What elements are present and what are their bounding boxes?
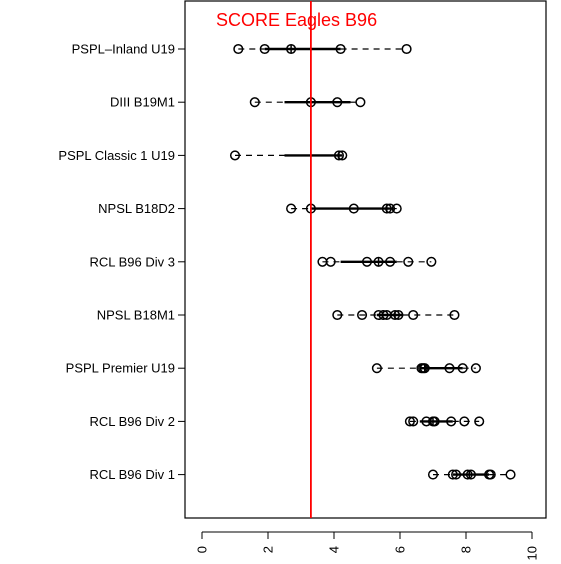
data-point [429,416,440,427]
data-point [357,309,368,321]
data-point [404,416,415,427]
data-point [485,469,496,480]
data-point [408,309,419,321]
data-point [332,309,343,321]
category-label: NPSL B18D2 [98,201,175,216]
x-tick-label: 6 [393,546,408,553]
category-label: DIII B19M1 [110,95,175,110]
data-point [333,150,345,161]
data-point [335,43,346,55]
data-point [385,203,396,214]
plot-frame [184,0,547,519]
x-tick-label: 0 [195,546,210,553]
data-point [426,256,437,267]
data-point [381,203,392,214]
data-point [447,469,458,480]
data-point [451,469,462,480]
data-point [459,416,470,427]
category-label: PSPL Classic 1 U19 [58,148,175,163]
data-point [373,256,384,267]
data-point [325,256,336,267]
data-point [444,363,455,374]
category-label: RCL B96 Div 1 [90,467,176,482]
data-point [462,469,473,480]
data-point [408,416,419,427]
data-point [371,363,382,374]
data-point [361,256,373,267]
data-point [355,97,366,108]
data-point [332,97,343,108]
x-tick-label: 10 [525,546,540,560]
data-point [390,309,401,321]
x-tick-label: 2 [261,546,276,553]
data-point [259,43,270,55]
data-point [229,150,241,161]
data-point [378,309,389,321]
data-point [391,203,402,214]
data-point [337,150,348,161]
data-point [505,469,516,480]
data-point [403,256,414,267]
data-point [348,203,359,214]
data-point [286,43,297,55]
chart-marks: PSPL–Inland U19 DIII B19M1 PSPL Classic 1 … [58,1,540,560]
data-point [446,416,457,427]
data-point [401,43,412,55]
data-point [249,97,260,108]
data-point [470,363,481,374]
data-point [465,469,477,480]
reference-line-label: SCORE Eagles B96 [216,10,377,30]
data-point [393,309,404,321]
data-point [474,416,485,427]
x-tick-label: 8 [459,546,474,553]
x-tick-label: 4 [327,546,342,553]
category-label: NPSL B18M1 [97,308,175,323]
category-label: PSPL Premier U19 [66,361,175,376]
category-label: RCL B96 Div 2 [90,414,176,429]
category-label: PSPL–Inland U19 [72,42,175,57]
data-point [385,256,396,267]
data-point [419,363,430,374]
category-label: RCL B96 Div 3 [90,254,176,269]
data-point [233,43,244,55]
data-point [427,469,439,480]
data-point [449,309,460,321]
data-point [286,203,297,214]
data-point [457,363,468,374]
